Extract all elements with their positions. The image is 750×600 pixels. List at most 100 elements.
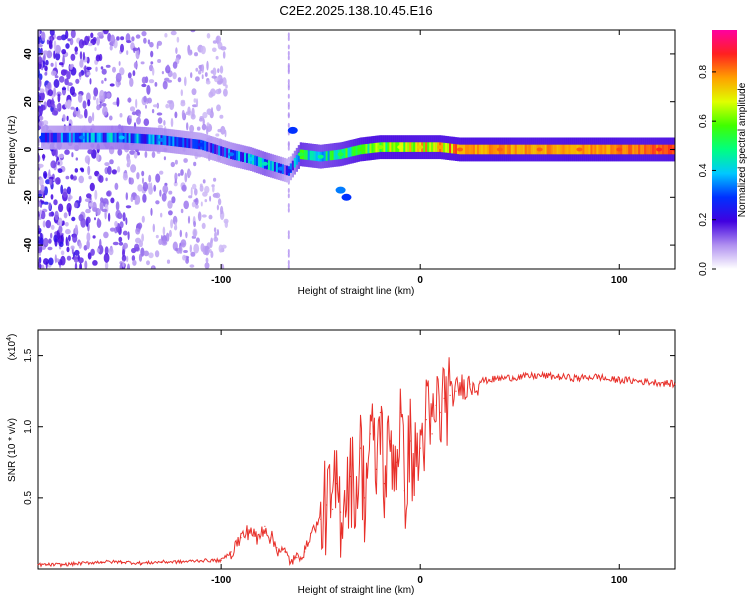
snr-point [459,386,461,388]
x-tick-label: 0 [417,275,423,286]
ridge-point [248,157,254,162]
snr-point [284,551,286,553]
snr-point [449,394,451,396]
snr-point [290,561,292,563]
snr-point [479,380,481,382]
colorbar-tick-label: 0.2 [698,212,709,226]
colorbar-label: Normalized spectral amplitude [737,82,748,217]
ridge-point [457,147,463,152]
ridge-point [285,169,292,173]
snr-point [336,483,338,485]
snr-point [519,376,521,378]
ridge-point [261,161,268,166]
ridge-point [78,135,85,140]
y-tick-label: 0.5 [23,490,34,504]
snr-point [256,539,258,542]
snr-point [355,490,358,492]
y-tick-label: -20 [23,190,34,205]
snr-point [588,376,591,378]
snr-point [413,468,415,470]
snr-point [399,411,401,414]
spectrogram-ridge [39,125,675,183]
spectrogram-x-ticks: -100 0 100 [211,30,628,286]
y-tick-label: -40 [23,237,34,252]
snr-point [270,537,272,539]
snr-point [180,561,182,563]
snr-point [326,504,328,506]
ridge-point [228,152,235,157]
ridge-point [656,147,663,152]
ridge-point [39,135,45,140]
snr-y-ticks: 0.5 1.0 1.5 [23,348,675,505]
spectrogram-y-label: Frequency (Hz) [7,116,18,185]
snr-panel: -100 0 100 0.5 1.0 1.5 Height of straight li… [6,329,676,596]
snr-point [160,561,162,563]
ridge-point [277,166,284,171]
ridge-point [337,152,344,157]
spectrogram-x-label: Height of straight line (km) [298,286,415,297]
ridge-point [576,147,583,152]
ridge-point [536,147,543,152]
snr-point [658,382,660,384]
ridge-point [317,154,324,159]
snr-point [240,537,242,539]
snr-point [332,508,334,510]
snr-point [489,379,491,381]
x-tick-label: 100 [611,275,628,286]
snr-point [638,380,640,382]
snr-point [220,559,222,562]
snr-y-label: SNR (10 * v/v) [7,418,18,482]
snr-point [618,379,620,381]
snr-scale-exp: 4 [6,337,13,341]
ridge-point [496,147,503,152]
snr-series-line [38,357,675,568]
y-tick-label: 0 [23,146,34,152]
x-tick-label: 0 [417,575,423,586]
ridge-point [377,145,384,150]
ridge-point [357,147,364,152]
snr-point [340,511,342,513]
snr-scale-prefix: (x10 [7,340,18,360]
colorbar-ticks: 0.0 0.2 0.4 0.6 0.8 [698,64,716,276]
colorbar-tick-label: 0.0 [698,262,709,276]
snr-point [439,411,441,414]
colorbar-tick-label: 0.4 [698,163,709,177]
snr-frame [37,329,676,570]
snr-scale-note: (x104) [6,334,18,361]
ridge-point [158,137,165,142]
snr-point [598,376,601,378]
snr-point [264,525,266,527]
colorbar-tick-label: 0.8 [698,64,709,78]
snr-point [389,440,391,442]
snr-point [200,559,202,562]
snr-x-label: Height of straight line (km) [298,585,415,596]
snr-point [276,547,278,549]
ridge-point [616,147,623,152]
snr-point [375,468,377,470]
snr-point [369,433,371,435]
ridge-point [118,135,125,140]
y-tick-label: 1.0 [23,419,34,433]
snr-point [363,497,366,499]
snr-point [425,419,427,421]
snr-point [383,483,385,485]
snr-point [435,404,437,406]
x-tick-label: 100 [611,575,628,586]
snr-points [37,374,676,566]
chart-title: C2E2.2025.138.10.45.E16 [279,3,432,18]
snr-point [443,397,445,399]
snr-point [121,561,123,563]
colorbar-tick-label: 0.6 [698,114,709,128]
ridge-point [417,145,424,150]
snr-point [101,561,103,563]
snr-scale-close: ) [7,334,18,337]
snr-point [320,518,322,520]
ridge-point [297,152,304,157]
snr-point [403,490,405,492]
x-tick-label: -100 [211,575,231,586]
snr-point [359,447,362,449]
snr-x-ticks: -100 0 100 [211,330,628,586]
snr-point [379,411,381,414]
colorbar: 0.0 0.2 0.4 0.6 0.8 Normalized spectral ampl… [698,30,748,276]
